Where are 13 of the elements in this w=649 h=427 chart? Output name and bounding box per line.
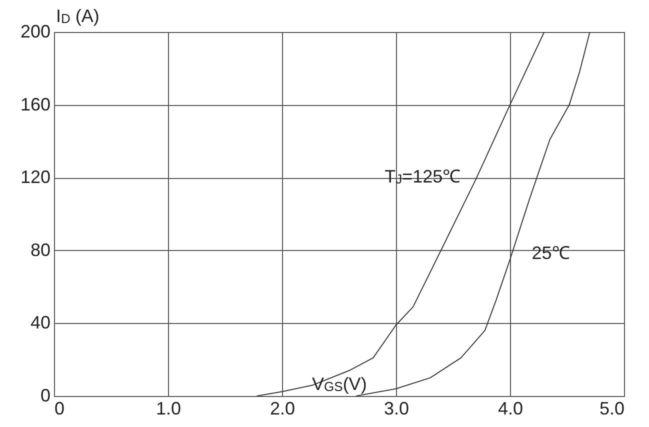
y-tick-label: 200 — [20, 22, 50, 42]
y-axis-title: ID (A) — [56, 6, 100, 26]
y-tick-label: 0 — [40, 386, 50, 406]
x-tick-label: 2.0 — [270, 398, 296, 418]
y-tick-label: 160 — [20, 94, 50, 114]
x-tick-label: 0 — [54, 398, 65, 418]
y-tick-label: 120 — [20, 167, 50, 188]
y-tick-label: 40 — [30, 312, 50, 333]
x-tick-label: 5.0 — [599, 398, 624, 418]
x-tick-label: 3.0 — [384, 398, 410, 418]
x-tick-label: 1.0 — [156, 398, 182, 418]
x-tick-label: 4.0 — [498, 398, 524, 418]
y-tick-label: 80 — [30, 240, 50, 260]
